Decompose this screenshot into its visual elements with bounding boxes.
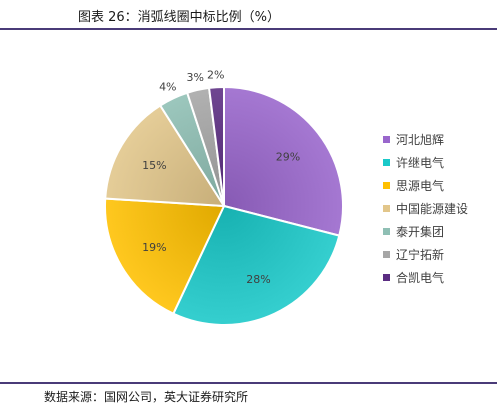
legend-item-3: 思源电气	[383, 174, 468, 197]
legend-item-4: 中国能源建设	[383, 197, 468, 220]
legend-swatch	[383, 205, 390, 212]
legend-label: 中国能源建设	[396, 202, 469, 216]
chart-title: 图表 26：消弧线圈中标比例（%）	[78, 10, 281, 25]
pie-slices	[104, 85, 344, 326]
pie-labels: 29% 28% 19% 15% 4% 3% 2%	[142, 68, 300, 286]
top-divider	[0, 28, 497, 30]
legend-label: 合凯电气	[396, 271, 445, 285]
legend-item-2: 许继电气	[383, 151, 468, 174]
legend: 河北旭辉许继电气思源电气中国能源建设 泰开集团辽宁拓新合凯电气	[383, 128, 468, 289]
legend-swatch	[383, 136, 390, 143]
source-note: 数据来源：国网公司，英大证券研究所	[44, 390, 249, 403]
legend-label: 辽宁拓新	[396, 248, 445, 262]
pie-slice-4	[104, 104, 226, 208]
legend-item-1: 河北旭辉	[383, 128, 468, 151]
pie-data-label-6: 3%	[186, 71, 203, 84]
legend-swatch	[383, 182, 390, 189]
bottom-divider	[0, 382, 497, 384]
legend-item-5: 泰开集团	[383, 220, 468, 243]
legend-item-7: 合凯电气	[383, 266, 468, 289]
pie-data-label-2: 28%	[246, 273, 270, 286]
pie-slice-2	[172, 204, 341, 326]
pie-data-label-1: 29%	[276, 150, 300, 163]
pie-slice-3	[104, 197, 226, 316]
legend-label: 河北旭辉	[396, 133, 445, 147]
legend-label: 许继电气	[396, 156, 445, 170]
pie-slice-1	[223, 85, 344, 237]
legend-swatch	[383, 251, 390, 258]
legend-swatch	[383, 274, 390, 281]
pie-data-label-5: 4%	[159, 81, 176, 94]
pie-slice-7	[207, 85, 225, 207]
legend-item-6: 辽宁拓新	[383, 243, 468, 266]
pie-data-label-4: 15%	[142, 159, 166, 172]
legend-label: 思源电气	[396, 179, 445, 193]
legend-swatch	[383, 228, 390, 235]
legend-swatch	[383, 159, 390, 166]
legend-label: 泰开集团	[396, 225, 445, 239]
pie-data-label-7: 2%	[207, 68, 224, 81]
pie-data-label-3: 19%	[142, 241, 166, 254]
